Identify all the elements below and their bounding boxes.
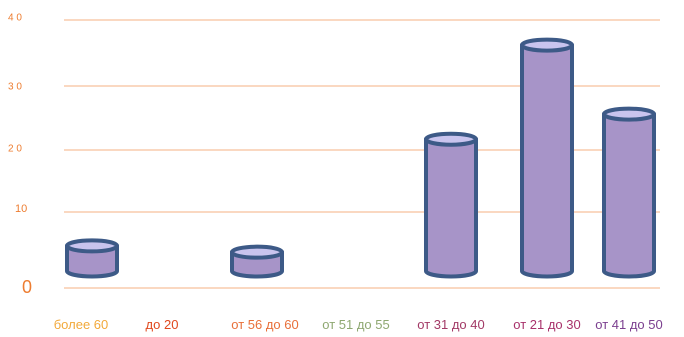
x-category-label: от 21 до 30	[513, 317, 580, 332]
bar	[424, 131, 478, 279]
x-category-label: более 60	[54, 317, 109, 332]
x-category-label: до 20	[146, 317, 179, 332]
x-category-label: от 41 до 50	[595, 317, 662, 332]
y-tick-label: 0	[22, 277, 32, 297]
bar	[520, 37, 574, 279]
y-tick-label: 3 0	[8, 82, 22, 93]
bar	[65, 238, 119, 279]
bar	[230, 244, 284, 279]
y-tick-label: 2 0	[8, 144, 22, 155]
bar	[602, 106, 656, 279]
x-category-label: от 51 до 55	[322, 317, 389, 332]
x-category-label: от 56 до 60	[231, 317, 298, 332]
y-tick-label: 4 0	[8, 13, 22, 24]
y-tick-label: 10	[15, 203, 27, 215]
x-category-label: от 31 до 40	[417, 317, 484, 332]
